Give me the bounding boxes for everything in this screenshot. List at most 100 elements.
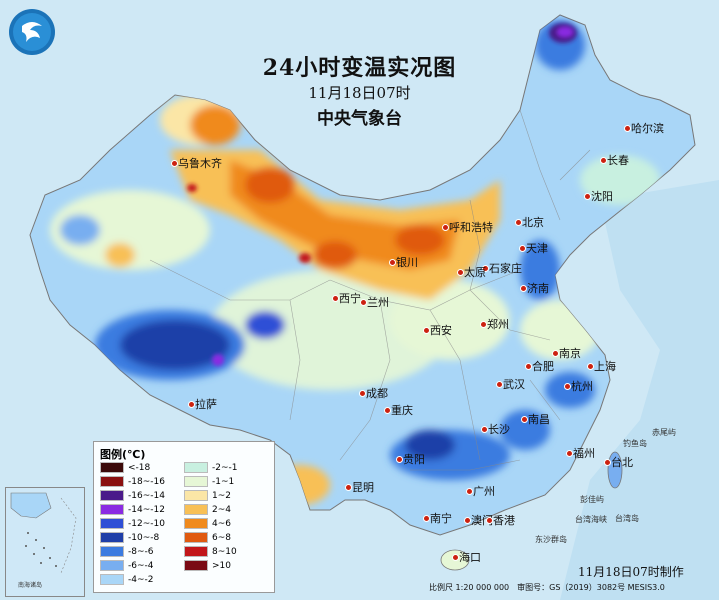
legend-item: -4~-2	[100, 574, 154, 585]
city-marker	[332, 295, 339, 302]
city-marker	[423, 515, 430, 522]
legend-swatch	[100, 560, 124, 571]
city-label: 天津	[526, 242, 548, 255]
legend-label: -8~-6	[128, 547, 154, 557]
legend-item: -18~-16	[100, 476, 165, 487]
legend-label: 6~8	[212, 533, 231, 543]
city-marker	[389, 259, 396, 266]
city-marker	[452, 554, 459, 561]
city-marker	[520, 285, 527, 292]
city-label: 济南	[527, 282, 549, 295]
legend-label: 8~10	[212, 547, 237, 557]
city-marker	[515, 219, 522, 226]
city-label: 香港	[493, 514, 515, 527]
legend-item: -14~-12	[100, 504, 165, 515]
city-marker	[600, 157, 607, 164]
legend-swatch	[184, 462, 208, 473]
city-marker	[359, 390, 366, 397]
city-label: 上海	[594, 360, 616, 373]
legend-label: -6~-4	[128, 561, 154, 571]
city-marker	[396, 456, 403, 463]
south-china-sea-inset: 南海诸岛	[5, 487, 85, 597]
legend-item: -12~-10	[100, 518, 165, 529]
legend-item: >10	[184, 560, 231, 571]
city-label: 石家庄	[489, 262, 522, 275]
city-marker	[423, 327, 430, 334]
legend-swatch	[100, 476, 124, 487]
legend-swatch	[100, 574, 124, 585]
legend-swatch	[184, 518, 208, 529]
legend-label: -18~-16	[128, 477, 165, 487]
sea-label: 台湾海峡	[575, 515, 607, 524]
city-label: 昆明	[352, 481, 374, 494]
city-label: 广州	[473, 485, 495, 498]
city-label: 南宁	[430, 512, 452, 525]
city-label: 长沙	[488, 423, 510, 436]
city-label: 银川	[396, 256, 418, 269]
city-marker	[584, 193, 591, 200]
legend-item: -1~1	[184, 476, 234, 487]
sea-label: 台湾岛	[615, 514, 639, 523]
legend-swatch	[184, 504, 208, 515]
city-marker	[360, 299, 367, 306]
legend-item: 4~6	[184, 518, 231, 529]
legend-label: >10	[212, 561, 231, 571]
legend-item: -10~-8	[100, 532, 159, 543]
legend-item: -6~-4	[100, 560, 154, 571]
legend-label: -12~-10	[128, 519, 165, 529]
legend-item: <-18	[100, 462, 150, 473]
taiwan-island	[607, 451, 623, 489]
legend-label: <-18	[128, 463, 151, 473]
issue-time: 11月18日07时制作	[578, 565, 684, 579]
legend-swatch	[100, 462, 124, 473]
city-marker	[345, 484, 352, 491]
cma-logo-icon	[8, 8, 56, 56]
city-label: 北京	[522, 216, 544, 229]
legend-swatch	[184, 532, 208, 543]
legend: 图例(℃) <-18 -18~-16 -16~-14 -14~-12 -12~-10 -1…	[93, 441, 275, 593]
city-marker	[486, 517, 493, 524]
city-label: 太原	[464, 266, 486, 279]
legend-label: 1~2	[212, 491, 231, 501]
city-marker	[525, 363, 532, 370]
city-label: 重庆	[391, 404, 413, 417]
city-marker	[482, 265, 489, 272]
legend-item: -16~-14	[100, 490, 165, 501]
city-marker	[496, 381, 503, 388]
legend-label: 2~4	[212, 505, 231, 515]
legend-swatch	[100, 504, 124, 515]
city-marker	[457, 269, 464, 276]
legend-label: -10~-8	[128, 533, 160, 543]
city-label: 贵阳	[403, 453, 425, 466]
city-marker	[552, 350, 559, 357]
scale-note: 比例尺 1:20 000 000 审图号：GS（2019）3082号 MESIS…	[429, 583, 665, 592]
city-marker	[624, 125, 631, 132]
city-label: 武汉	[503, 378, 525, 391]
city-label: 呼和浩特	[449, 221, 493, 234]
city-label: 杭州	[571, 380, 593, 393]
sea-label: 赤尾屿	[652, 428, 676, 437]
city-label: 沈阳	[591, 190, 613, 203]
city-marker	[587, 363, 594, 370]
map-title: 24小时变温实况图	[262, 55, 457, 81]
city-marker	[464, 517, 471, 524]
legend-label: -2~-1	[212, 463, 238, 473]
legend-swatch	[184, 560, 208, 571]
city-label: 台北	[611, 456, 633, 469]
legend-item: 1~2	[184, 490, 231, 501]
sea-label: 彭佳屿	[580, 495, 604, 504]
legend-swatch	[100, 532, 124, 543]
legend-item: 8~10	[184, 546, 237, 557]
city-label: 拉萨	[195, 398, 217, 411]
legend-swatch	[100, 490, 124, 501]
city-marker	[171, 160, 178, 167]
city-label: 长春	[607, 154, 629, 167]
legend-swatch	[184, 476, 208, 487]
legend-swatch	[100, 518, 124, 529]
city-marker	[604, 459, 611, 466]
city-label: 西安	[430, 324, 452, 337]
city-marker	[564, 383, 571, 390]
city-marker	[481, 426, 488, 433]
city-label: 乌鲁木齐	[178, 157, 222, 170]
